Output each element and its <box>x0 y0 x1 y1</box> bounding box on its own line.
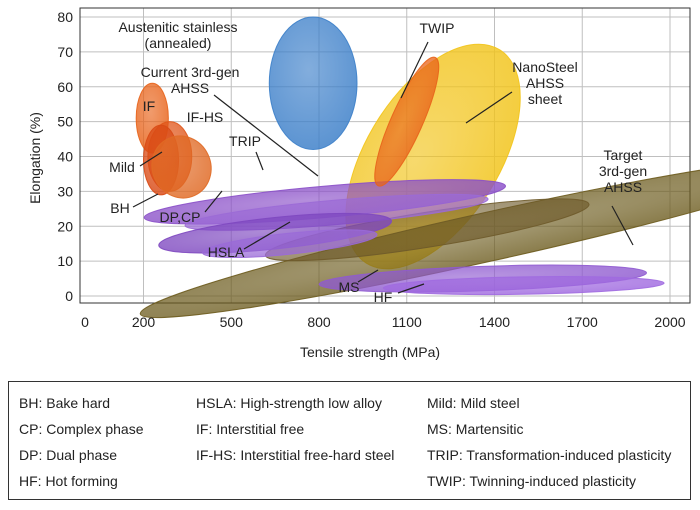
annotation-label: Current 3rd-gen <box>141 64 240 80</box>
leader-line <box>465 91 513 124</box>
annotation-label: 3rd-gen <box>599 163 647 179</box>
legend-column-2: HSLA: High-strength low alloy IF: Inters… <box>196 390 394 468</box>
y-tick-label: 50 <box>57 114 73 130</box>
annotation-label: HF <box>374 289 393 305</box>
y-tick-label: 20 <box>57 218 73 234</box>
leader-line <box>139 151 163 167</box>
y-axis-label: Elongation (%) <box>27 112 43 204</box>
annotation-label: BH <box>110 200 129 216</box>
legend-column-1: BH: Bake hard CP: Complex phase DP: Dual… <box>19 390 144 494</box>
x-tick-label: 2000 <box>654 314 685 330</box>
chart: Austenitic stainless(annealed) TWIP Curren… <box>27 7 700 360</box>
annotation-label: Target <box>604 147 643 163</box>
annotation-label: Mild <box>109 159 135 175</box>
leader-line <box>255 151 264 171</box>
legend-item: CP: Complex phase <box>19 421 144 437</box>
x-tick-label: 0 <box>81 314 89 330</box>
annotation-label: TRIP <box>229 133 261 149</box>
legend-item: TRIP: Transformation-induced plasticity <box>427 447 672 463</box>
legend-item: IF-HS: Interstitial free-hard steel <box>196 447 395 463</box>
y-tick-label: 80 <box>57 9 73 25</box>
x-tick-label: 800 <box>307 314 331 330</box>
x-tick-label: 200 <box>132 314 156 330</box>
region-hsla-inner <box>201 229 378 259</box>
region-twip <box>374 56 440 187</box>
region-austenitic <box>268 16 358 151</box>
annotation-label: sheet <box>528 91 562 107</box>
leader-line <box>357 269 379 283</box>
annotation-label: HSLA <box>208 244 245 260</box>
region-hf <box>382 275 665 296</box>
y-tick-label: 70 <box>57 44 73 60</box>
annotation-label: IF <box>143 98 155 114</box>
annotation-label: AHSS <box>526 75 564 91</box>
legend-item: MS: Martensitic <box>427 421 524 437</box>
y-tick-label: 30 <box>57 183 73 199</box>
annotation-label: DP,CP <box>160 209 201 225</box>
legend-item: TWIP: Twinning-induced plasticity <box>427 473 637 489</box>
leader-line <box>400 41 429 99</box>
annotation-label: AHSS <box>171 80 209 96</box>
y-tick-label: 40 <box>57 149 73 165</box>
annotation-label: TWIP <box>420 20 455 36</box>
y-tick-label: 10 <box>57 253 73 269</box>
x-axis-label: Tensile strength (MPa) <box>300 344 440 360</box>
legend: BH: Bake hard CP: Complex phase DP: Dual… <box>8 381 691 500</box>
y-tick-labels: 0 10 20 30 40 50 60 70 80 <box>57 9 73 304</box>
annotation-label: (annealed) <box>145 35 212 51</box>
leader-line <box>204 190 223 213</box>
annotations: Austenitic stainless(annealed) TWIP Curren… <box>109 19 647 305</box>
regions <box>135 16 700 319</box>
leader-line <box>213 94 319 177</box>
region-dp-cp <box>151 135 212 199</box>
annotation-label: IF-HS <box>187 109 224 125</box>
x-tick-labels: 0 200 500 800 1100 1400 1700 2000 <box>81 314 686 330</box>
leader-line <box>243 221 291 250</box>
leader-lines <box>132 41 634 294</box>
annotation-label: NanoSteel <box>512 59 577 75</box>
annotation-label: Austenitic stainless <box>118 19 237 35</box>
legend-column-3: Mild: Mild steel MS: Martensitic TRIP: T… <box>427 390 671 494</box>
legend-item: IF: Interstitial free <box>196 421 305 437</box>
legend-item: Mild: Mild steel <box>427 395 520 411</box>
leader-line <box>397 283 425 294</box>
annotation-label: AHSS <box>604 179 642 195</box>
leader-line <box>132 193 159 208</box>
x-tick-label: 1700 <box>567 314 598 330</box>
legend-item: BH: Bake hard <box>19 395 111 411</box>
legend-item: DP: Dual phase <box>19 447 118 463</box>
x-tick-label: 1100 <box>392 314 422 330</box>
leader-line <box>611 205 634 246</box>
x-tick-label: 1400 <box>479 314 510 330</box>
plot-border <box>79 7 691 304</box>
x-tick-label: 500 <box>220 314 244 330</box>
annotation-label: MS <box>339 279 360 295</box>
legend-item: HSLA: High-strength low alloy <box>196 395 382 411</box>
y-tick-label: 60 <box>57 79 73 95</box>
y-tick-label: 0 <box>65 288 73 304</box>
legend-item: HF: Hot forming <box>19 473 118 489</box>
